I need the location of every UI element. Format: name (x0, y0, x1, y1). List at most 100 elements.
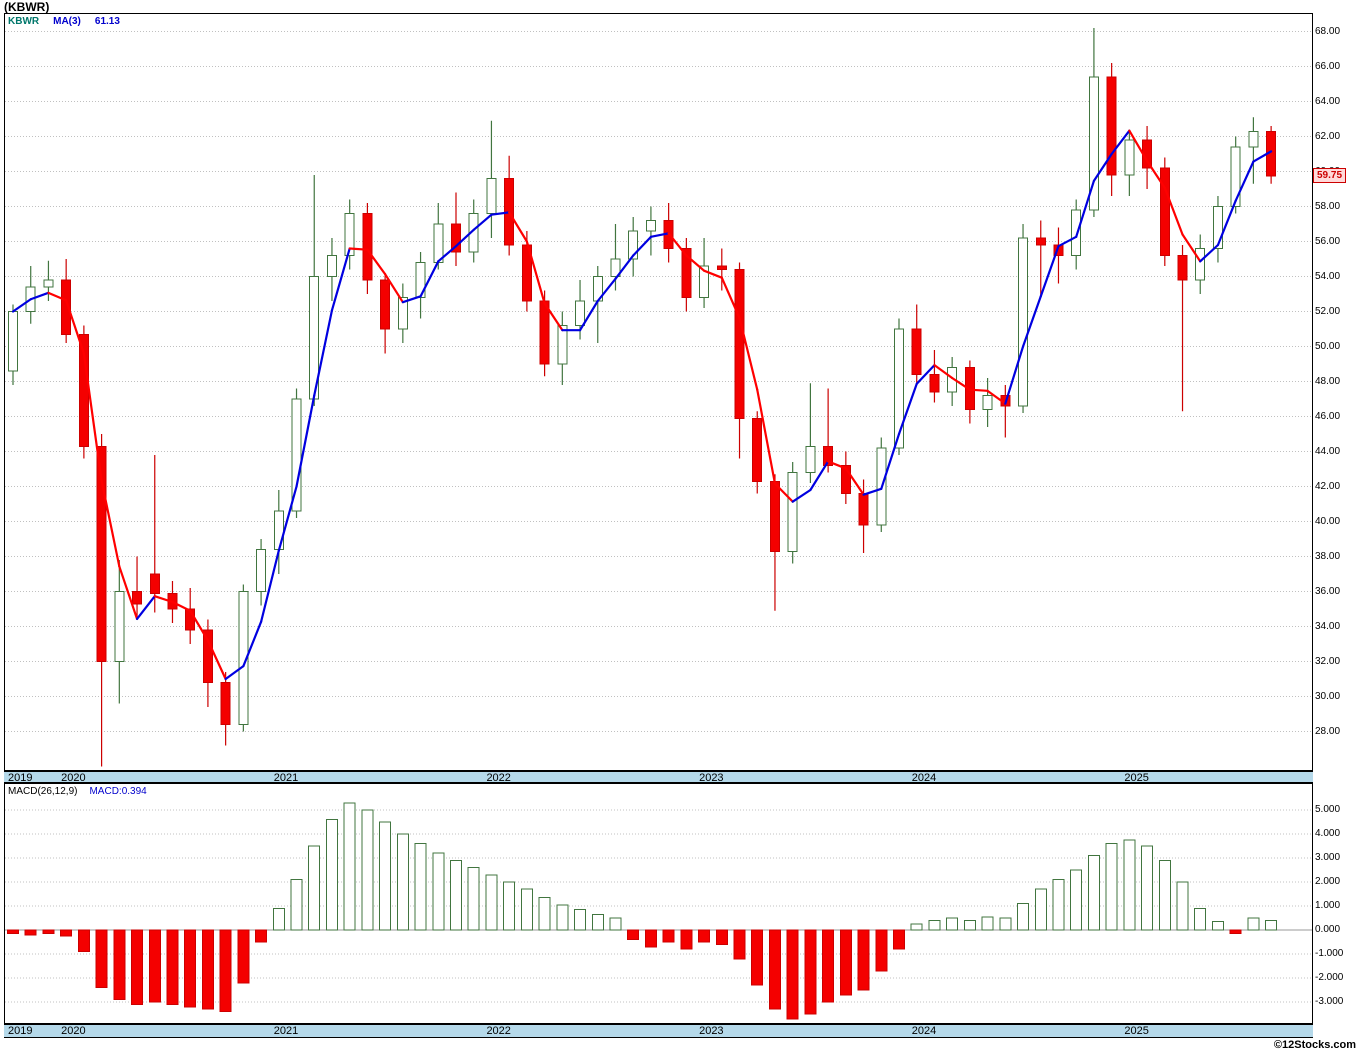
ma3-segment (508, 211, 528, 243)
ma3-segment (366, 248, 387, 276)
price-tick-label: 52.00 (1315, 305, 1341, 317)
ma3-segment (153, 595, 174, 604)
ma3-segment (649, 232, 670, 238)
ma3-segment (206, 639, 227, 681)
candle-body (982, 395, 993, 410)
candle-body (823, 445, 834, 466)
candle-body (220, 682, 231, 725)
ma3-segment (702, 269, 723, 279)
year-label-2024: 2024 (911, 772, 937, 784)
macd-bar (237, 929, 250, 984)
ma3-segment (419, 260, 440, 298)
macd-bar (77, 929, 90, 953)
ma3-segment (189, 609, 210, 642)
macd-bar (503, 881, 516, 931)
macd-tick-label: 4.000 (1315, 828, 1341, 839)
ma3-segment (720, 276, 741, 320)
candle-body (752, 417, 763, 482)
ma3-segment (791, 488, 812, 503)
price-tick-label: 46.00 (1315, 410, 1341, 422)
ma3-segment (1145, 159, 1166, 189)
ma3-segment (1163, 186, 1184, 236)
candle-body (486, 178, 497, 214)
macd-bar (910, 923, 923, 931)
ma3-segment (543, 302, 564, 332)
price-axis: 59.75 68.0066.0064.0062.0060.0058.0056.0… (1313, 0, 1360, 1056)
macd-tick-label: 5.000 (1315, 804, 1341, 815)
candle-body (1212, 206, 1223, 249)
price-tick-label: 36.00 (1315, 585, 1341, 597)
year-label-2019: 2019 (8, 772, 33, 784)
ma3-segment (242, 620, 263, 668)
macd-bar (963, 919, 976, 931)
ma3-segment (348, 247, 369, 251)
candle-body (699, 265, 710, 298)
ma3-segment (1181, 233, 1202, 263)
macd-bar (379, 821, 392, 931)
macd-bar (520, 888, 533, 931)
year-label-2023: 2023 (699, 1025, 724, 1037)
candle-body (840, 465, 851, 494)
macd-bar (396, 833, 409, 931)
macd-tick-label: -3.000 (1315, 996, 1344, 1007)
ma3-segment (11, 298, 32, 313)
ma3-segment (773, 482, 794, 503)
x-axis-years-band-main: 2019 2020 2021 2022 2023 2024 2025 (4, 771, 1313, 784)
candle-body (451, 223, 461, 253)
year-label-2021: 2021 (273, 772, 299, 784)
macd-tick-label: -2.000 (1315, 972, 1344, 983)
ma3-segment (1075, 179, 1096, 238)
ma3-segment (614, 254, 635, 280)
ma3-segment (968, 388, 989, 392)
ma3-segment (809, 460, 830, 492)
macd-bar (928, 919, 941, 931)
candle-body (628, 230, 639, 260)
candle-body (1018, 237, 1029, 407)
ma3-segment (578, 299, 599, 332)
macd-bar (131, 929, 144, 1005)
candlestick-series (8, 28, 1277, 767)
macd-bar (556, 904, 569, 931)
candle-body (769, 480, 780, 552)
ma3-segment (259, 549, 280, 623)
price-tick-label: 30.00 (1315, 690, 1341, 702)
macd-bar (7, 929, 19, 935)
macd-bar (1211, 921, 1224, 931)
macd-bar (715, 929, 728, 945)
macd-bar (272, 907, 285, 931)
macd-bar (839, 929, 852, 996)
price-tick-label: 68.00 (1315, 25, 1341, 37)
macd-tick-label: 2.000 (1315, 876, 1341, 887)
macd-bar (751, 929, 764, 986)
candle-body (575, 300, 586, 326)
ma3-segment (951, 376, 971, 391)
candle-body (380, 279, 391, 330)
candle-body (716, 265, 727, 270)
macd-bar (768, 929, 781, 1010)
macd-chart-canvas (5, 802, 1312, 1020)
ma3-segment (47, 291, 68, 302)
candle-body (291, 398, 302, 512)
candle-body (132, 591, 143, 605)
macd-bar (1141, 845, 1154, 931)
candle-body (911, 328, 922, 375)
ma3-segment (65, 299, 85, 355)
price-tick-label: 40.00 (1315, 515, 1341, 527)
candle-body (96, 445, 107, 662)
ma3-segment (29, 291, 50, 301)
macd-bar (450, 859, 462, 931)
ma3-segment (738, 316, 759, 391)
macd-bar (325, 819, 338, 931)
ma3-segment (100, 479, 121, 568)
legend-ma-label: MA(3) (53, 16, 81, 27)
year-label-2025: 2025 (1124, 1025, 1149, 1037)
legend-ma-value: 61.13 (94, 16, 120, 27)
candle-body (1248, 130, 1259, 148)
candle-body (344, 213, 355, 256)
candle-body (61, 279, 72, 335)
macd-bar (981, 916, 994, 931)
ma3-segment (437, 245, 458, 263)
candle-body (43, 279, 54, 288)
ma3-segment (135, 595, 156, 621)
macd-panel: MACD(26,12,9) MACD:0.394 (4, 783, 1313, 1024)
